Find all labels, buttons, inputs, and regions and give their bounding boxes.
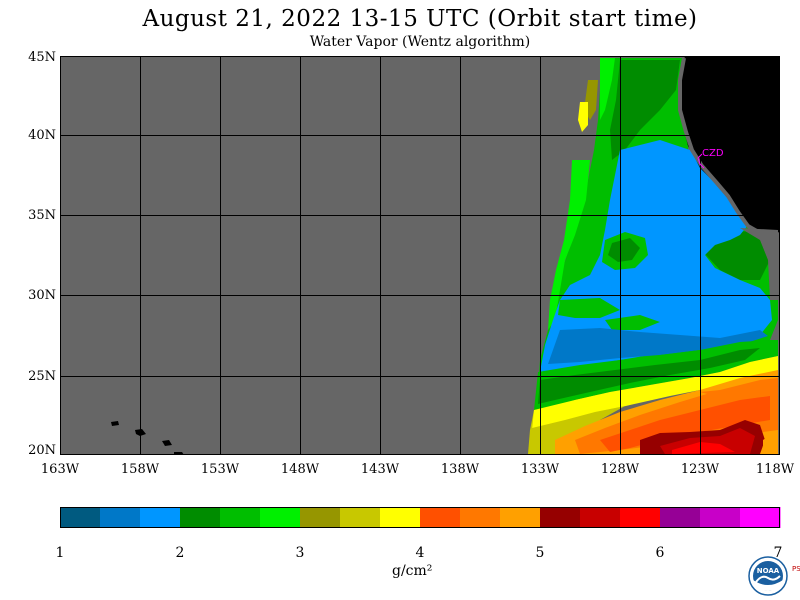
colorbar-swatch	[420, 507, 461, 528]
psl-mark: PSL	[792, 565, 800, 573]
colorbar-swatch	[260, 507, 301, 528]
lat-label-35n: 35N	[28, 208, 56, 223]
colorbar-swatch	[220, 507, 261, 528]
lon-label-123w: 123W	[680, 462, 720, 477]
colorbar-swatch	[620, 507, 661, 528]
satellite-swath	[528, 58, 778, 454]
colorbar-frame	[60, 507, 780, 528]
colorbar-tick-1: 1	[55, 545, 65, 561]
colorbar-swatch	[180, 507, 221, 528]
colorbar-tick-2: 2	[175, 545, 185, 561]
colorbar-swatch	[340, 507, 381, 528]
colorbar-swatch	[580, 507, 621, 528]
map-title: August 21, 2022 13-15 UTC (Orbit start t…	[142, 6, 698, 32]
colorbar-swatch	[140, 507, 181, 528]
lat-label-45n: 45N	[28, 50, 56, 65]
station-label: CZD	[702, 148, 724, 159]
map-frame	[60, 56, 780, 455]
land-mask	[678, 56, 780, 234]
lon-label-153w: 153W	[200, 462, 240, 477]
colorbar-swatch	[740, 507, 781, 528]
lat-label-20n: 20N	[28, 443, 56, 458]
colorbar-swatch	[540, 507, 581, 528]
colorbar-swatch	[60, 507, 101, 528]
noaa-logo: NOAA	[748, 556, 788, 596]
lon-label-133w: 133W	[520, 462, 560, 477]
colorbar-tick-4: 4	[415, 545, 425, 561]
lat-label-25n: 25N	[28, 369, 56, 384]
colorbar-swatch	[300, 507, 341, 528]
lon-label-158w: 158W	[120, 462, 160, 477]
colorbar-tick-3: 3	[295, 545, 305, 561]
colorbar-swatch	[660, 507, 701, 528]
lat-label-30n: 30N	[28, 288, 56, 303]
colorbar-tick-5: 5	[535, 545, 545, 561]
colorbar-tick-6: 6	[655, 545, 665, 561]
lon-label-128w: 128W	[600, 462, 640, 477]
colorbar-swatch	[100, 507, 141, 528]
coastline	[678, 57, 779, 238]
map-subtitle: Water Vapor (Wentz algorithm)	[309, 34, 531, 50]
noaa-logo-text: NOAA	[757, 567, 780, 575]
colorbar-units: g/cm²	[392, 563, 433, 579]
colorbar-swatch	[500, 507, 541, 528]
lon-label-148w: 148W	[280, 462, 320, 477]
lon-label-138w: 138W	[440, 462, 480, 477]
colorbar-swatch	[700, 507, 741, 528]
lon-label-143w: 143W	[360, 462, 400, 477]
lon-label-118w: 118W	[755, 462, 795, 477]
colorbar-swatch	[380, 507, 421, 528]
lon-label-163w: 163W	[40, 462, 80, 477]
colorbar-swatch	[460, 507, 501, 528]
colorbar	[60, 507, 781, 528]
station-marker: CZD	[697, 148, 724, 169]
colorbar-tick-7: 7	[773, 545, 783, 561]
lat-label-40n: 40N	[28, 128, 56, 143]
